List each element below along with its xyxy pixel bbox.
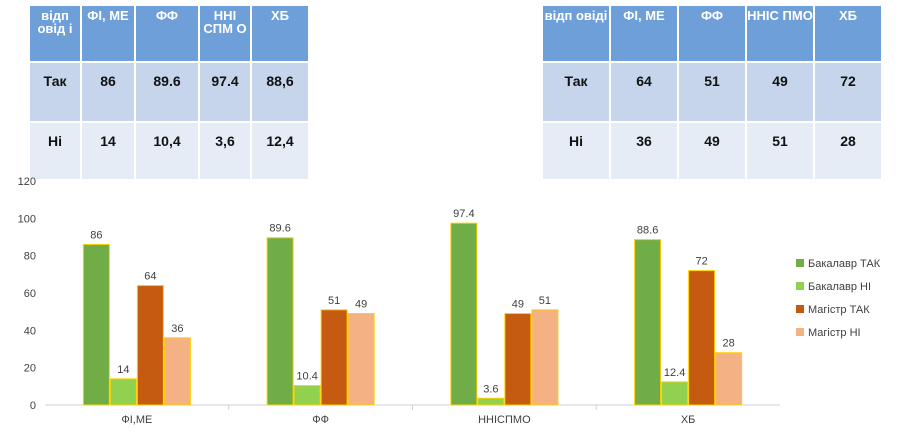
table-right-header: відп овіді xyxy=(543,6,609,61)
table-left-cell: 88,6 xyxy=(252,63,308,121)
x-tick-label: ФФ xyxy=(312,414,329,426)
bar xyxy=(82,243,110,406)
bars-group: 86 14 64 36 89.6 10.4 51 49 97.4 3.6 49 51 88.6 12.4 7… xyxy=(82,208,743,406)
table-left-header: ННІ СПМ О xyxy=(200,6,250,61)
bar-chart: 0 20 40 60 80 100 120 86 14 64 36 89.6 10.4 51 49 97.4… xyxy=(18,176,881,426)
table-right-header: ФІ, МЕ xyxy=(611,6,677,61)
legend-label: Бакалавр ТАК xyxy=(808,258,881,270)
table-left-cell: 86 xyxy=(82,63,134,121)
table-right-cell: 36 xyxy=(611,123,677,179)
y-axis: 0 20 40 60 80 100 120 xyxy=(18,176,36,412)
bar xyxy=(347,313,375,406)
table-right-cell: 51 xyxy=(679,63,745,121)
data-label: 49 xyxy=(512,299,524,311)
data-label: 12.4 xyxy=(664,367,685,379)
data-label: 51 xyxy=(328,295,340,307)
table-right-cell: 49 xyxy=(679,123,745,179)
data-label: 51 xyxy=(539,295,551,307)
data-label: 88.6 xyxy=(637,225,658,237)
y-tick-label: 80 xyxy=(24,251,36,263)
table-left-cell: 14 xyxy=(82,123,134,179)
table-right-cell: Так xyxy=(543,63,609,121)
data-label: 97.4 xyxy=(453,208,474,220)
y-tick-label: 20 xyxy=(24,363,36,375)
table-right-header: ФФ xyxy=(679,6,745,61)
legend: Бакалавр ТАК Бакалавр НІ Магістр ТАК Магіст… xyxy=(796,258,881,339)
table-left-cell: 97.4 xyxy=(200,63,250,121)
bar xyxy=(715,352,743,406)
bar xyxy=(661,381,689,406)
table-left-cell: 10,4 xyxy=(136,123,198,179)
bar xyxy=(136,285,164,406)
table-left-cell: Ні xyxy=(30,123,80,179)
legend-swatch xyxy=(796,305,804,313)
legend-label: Магістр НІ xyxy=(808,327,861,339)
data-label: 10.4 xyxy=(296,371,317,383)
legend-label: Магістр ТАК xyxy=(808,304,870,316)
table-left-header: ХБ xyxy=(252,6,308,61)
data-label: 49 xyxy=(355,299,367,311)
y-tick-label: 100 xyxy=(18,213,36,225)
bar xyxy=(163,337,191,406)
table-left-cell: 89.6 xyxy=(136,63,198,121)
bar xyxy=(688,270,716,406)
table-left-header: ФФ xyxy=(136,6,198,61)
legend-swatch xyxy=(796,259,804,267)
table-left-cell: Так xyxy=(30,63,80,121)
table-left: відп овід і ФІ, МЕ ФФ ННІ СПМ О ХБ Так 8… xyxy=(28,4,310,181)
bar xyxy=(266,237,294,406)
legend-swatch xyxy=(796,328,804,336)
data-label: 28 xyxy=(723,338,735,350)
data-label: 3.6 xyxy=(483,383,498,395)
x-axis-labels: ФІ,МЕ ФФ ННІСПМО ХБ xyxy=(121,405,695,426)
table-right-cell: 64 xyxy=(611,63,677,121)
table-right-cell: 28 xyxy=(815,123,881,179)
data-label: 36 xyxy=(171,323,183,335)
y-tick-label: 60 xyxy=(24,288,36,300)
data-label: 64 xyxy=(144,271,156,283)
table-left-cell: 12,4 xyxy=(252,123,308,179)
table-left-header: ФІ, МЕ xyxy=(82,6,134,61)
bar xyxy=(504,313,532,406)
legend-swatch xyxy=(796,282,804,290)
legend-label: Бакалавр НІ xyxy=(808,281,871,293)
bar xyxy=(531,309,559,406)
table-left-cell: 3,6 xyxy=(200,123,250,179)
table-left-header: відп овід і xyxy=(30,6,80,61)
data-label: 72 xyxy=(696,256,708,268)
table-right-cell: 72 xyxy=(815,63,881,121)
data-label: 86 xyxy=(90,229,102,241)
data-label: 14 xyxy=(117,364,129,376)
x-tick-label: ХБ xyxy=(681,414,696,426)
bar xyxy=(477,397,505,406)
bar xyxy=(320,309,348,406)
x-tick-label: ННІСПМО xyxy=(478,414,531,426)
y-tick-label: 0 xyxy=(30,400,36,412)
bar xyxy=(450,222,478,406)
x-tick-label: ФІ,МЕ xyxy=(121,414,152,426)
table-right-header: ХБ xyxy=(815,6,881,61)
table-right: відп овіді ФІ, МЕ ФФ ННІС ПМО ХБ Так 64 … xyxy=(541,4,883,181)
table-right-cell: 49 xyxy=(747,63,813,121)
table-right-cell: Ні xyxy=(543,123,609,179)
bar xyxy=(293,385,321,406)
table-right-header: ННІС ПМО xyxy=(747,6,813,61)
data-label: 89.6 xyxy=(269,223,290,235)
table-right-cell: 51 xyxy=(747,123,813,179)
bar xyxy=(109,378,137,406)
y-tick-label: 40 xyxy=(24,325,36,337)
y-tick-label: 120 xyxy=(18,176,36,188)
bar xyxy=(634,239,662,406)
